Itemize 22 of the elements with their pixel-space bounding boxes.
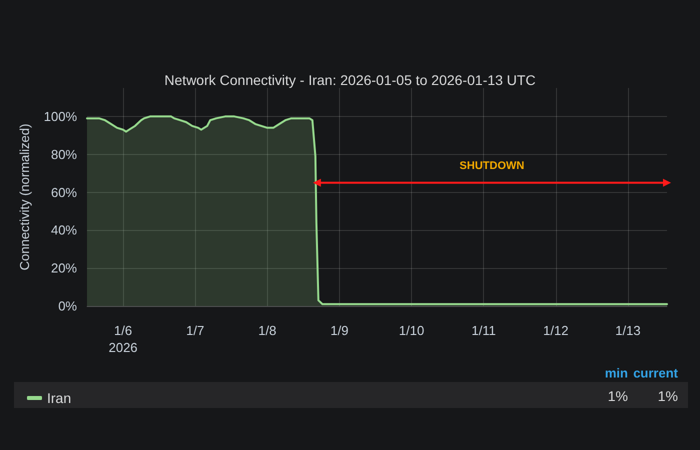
x-tick-label: 1/7 — [186, 323, 204, 338]
y-tick-label: 100% — [44, 108, 78, 124]
x-tick-label: 1/8 — [258, 323, 276, 338]
text: current — [633, 366, 679, 380]
x-tick-label: 1/9 — [330, 323, 348, 338]
x-tick-label: 1/13 — [615, 323, 641, 338]
chart-title: Network Connectivity - Iran: 2026-01-05 to 2026-01-13 UTC — [164, 72, 536, 88]
x-tick-label: 1/12 — [543, 323, 568, 338]
x-tick-label: 1/11 — [472, 323, 496, 338]
text: 1% — [608, 388, 628, 404]
y-tick-label: 80% — [50, 146, 78, 162]
legend-label: Iran — [47, 390, 72, 406]
text: min — [604, 366, 628, 380]
x-tick-label: 1/10 — [398, 323, 424, 338]
text: 1% — [658, 388, 678, 404]
series-label: SHUTDOWN — [460, 160, 524, 172]
y-tick-label: 0% — [58, 298, 78, 314]
x-tick-label: 1/6 2026 — [108, 323, 138, 355]
y-tick-label: 20% — [50, 260, 78, 276]
y-tick-label: 40% — [50, 222, 78, 238]
y-tick-label: 60% — [50, 184, 78, 200]
y-axis-title: Connectivity (normalized) — [17, 124, 32, 270]
